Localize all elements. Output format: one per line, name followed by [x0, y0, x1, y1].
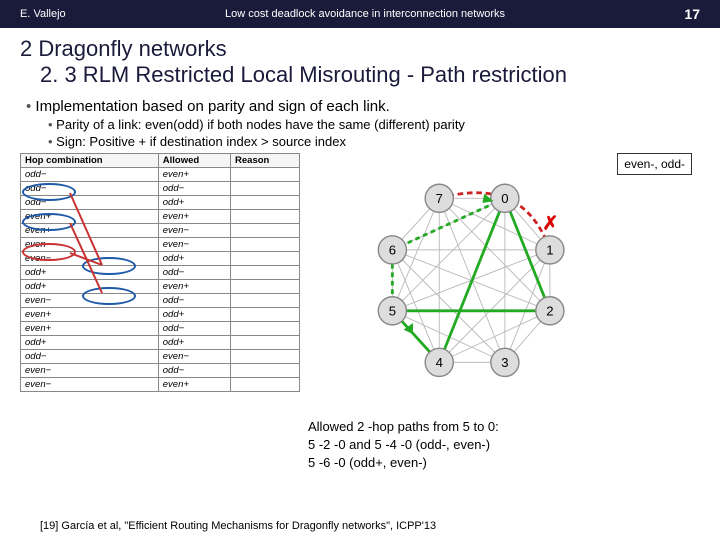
table-row: even−odd−: [21, 364, 300, 378]
table-cell: [231, 294, 300, 308]
table-cell: [231, 224, 300, 238]
graph-node-label: 3: [501, 355, 508, 370]
table-cell: even+: [158, 168, 230, 182]
table-row: even+even+: [21, 210, 300, 224]
table-cell: [231, 378, 300, 392]
table-cell: [231, 350, 300, 364]
table-cell: [231, 322, 300, 336]
header-page: 17: [684, 6, 700, 22]
graph-node-label: 5: [389, 304, 396, 319]
table-cell: odd+: [21, 266, 159, 280]
table-cell: odd−: [158, 322, 230, 336]
graph-node-label: 1: [546, 243, 553, 258]
x-mark-icon: ✗: [542, 212, 558, 233]
table-cell: even−: [21, 238, 159, 252]
table-cell: [231, 182, 300, 196]
th-hop: Hop combination: [21, 154, 159, 168]
table-cell: even−: [21, 364, 159, 378]
table-row: even+odd+: [21, 308, 300, 322]
network-graph: 0 1 2 3 4 5 6 7 ✗: [308, 153, 608, 403]
allowed-line2: 5 -6 -0 (odd+, even-): [308, 454, 700, 472]
table-cell: [231, 266, 300, 280]
table-cell: [231, 196, 300, 210]
graph-node-label: 2: [546, 304, 553, 319]
table-cell: odd+: [21, 280, 159, 294]
table-cell: even+: [158, 280, 230, 294]
table-cell: [231, 238, 300, 252]
table-cell: even−: [158, 224, 230, 238]
table-cell: odd+: [21, 336, 159, 350]
th-allowed: Allowed: [158, 154, 230, 168]
table-cell: odd−: [158, 364, 230, 378]
allowed-paths: Allowed 2 -hop paths from 5 to 0: 5 -2 -…: [308, 418, 700, 473]
table-cell: even+: [158, 210, 230, 224]
table-cell: even−: [158, 238, 230, 252]
slide-header: E. Vallejo Low cost deadlock avoidance i…: [0, 0, 720, 28]
table-cell: even+: [21, 224, 159, 238]
graph-node-label: 7: [436, 191, 443, 206]
table-row: even+even−: [21, 224, 300, 238]
table-cell: [231, 364, 300, 378]
table-cell: even+: [21, 210, 159, 224]
table-cell: odd+: [158, 252, 230, 266]
content-area: Implementation based on parity and sign …: [0, 98, 720, 473]
main-row: Hop combination Allowed Reason odd−even+…: [20, 153, 700, 473]
table-cell: odd+: [158, 336, 230, 350]
allowed-title: Allowed 2 -hop paths from 5 to 0:: [308, 418, 700, 436]
table-row: odd+even+: [21, 280, 300, 294]
table-row: odd−odd−: [21, 182, 300, 196]
table-cell: even−: [21, 378, 159, 392]
graph-node-label: 0: [501, 191, 508, 206]
table-row: odd+odd−: [21, 266, 300, 280]
header-author: E. Vallejo: [20, 8, 66, 20]
citation: [19] García et al, "Efficient Routing Me…: [40, 520, 436, 532]
table-cell: odd−: [21, 196, 159, 210]
subsection-title: 2. 3 RLM Restricted Local Misrouting - P…: [0, 62, 720, 94]
table-cell: [231, 280, 300, 294]
table-cell: even−: [158, 350, 230, 364]
table-row: even−even−: [21, 238, 300, 252]
table-cell: odd−: [21, 182, 159, 196]
table-cell: odd−: [21, 168, 159, 182]
table-cell: [231, 168, 300, 182]
table-cell: odd−: [158, 182, 230, 196]
table-cell: odd−: [158, 294, 230, 308]
hop-table: Hop combination Allowed Reason odd−even+…: [20, 153, 300, 392]
header-title: Low cost deadlock avoidance in interconn…: [66, 8, 665, 20]
graph-box: even-, odd- 0 1 2 3 4 5 6 7 ✗ Allowed 2 -hop pa…: [308, 153, 700, 473]
table-cell: [231, 308, 300, 322]
table-cell: odd+: [158, 196, 230, 210]
table-cell: even+: [21, 322, 159, 336]
table-cell: odd−: [21, 350, 159, 364]
graph-node-label: 4: [436, 355, 443, 370]
table-row: odd−even+: [21, 168, 300, 182]
table-cell: even+: [21, 308, 159, 322]
bullet-main: Implementation based on parity and sign …: [26, 98, 700, 115]
table-cell: [231, 336, 300, 350]
table-cell: even−: [21, 294, 159, 308]
table-cell: odd−: [158, 266, 230, 280]
table-row: even+odd−: [21, 322, 300, 336]
section-title: 2 Dragonfly networks: [0, 28, 720, 62]
table-row: even−even+: [21, 378, 300, 392]
th-reason: Reason: [231, 154, 300, 168]
callout-label: even-, odd-: [617, 153, 692, 175]
table-row: odd−even−: [21, 350, 300, 364]
table-cell: [231, 252, 300, 266]
table-cell: [231, 210, 300, 224]
table-cell: even+: [158, 378, 230, 392]
graph-node-label: 6: [389, 243, 396, 258]
table-wrap: Hop combination Allowed Reason odd−even+…: [20, 153, 300, 473]
allowed-line1: 5 -2 -0 and 5 -4 -0 (odd-, even-): [308, 436, 700, 454]
bullet-sub-1: Parity of a link: even(odd) if both node…: [48, 117, 700, 132]
table-row: even−odd−: [21, 294, 300, 308]
table-row: odd−odd+: [21, 196, 300, 210]
table-cell: odd+: [158, 308, 230, 322]
table-cell: even−: [21, 252, 159, 266]
table-row: odd+odd+: [21, 336, 300, 350]
bullet-sub-2: Sign: Positive + if destination index > …: [48, 134, 700, 149]
table-row: even−odd+: [21, 252, 300, 266]
